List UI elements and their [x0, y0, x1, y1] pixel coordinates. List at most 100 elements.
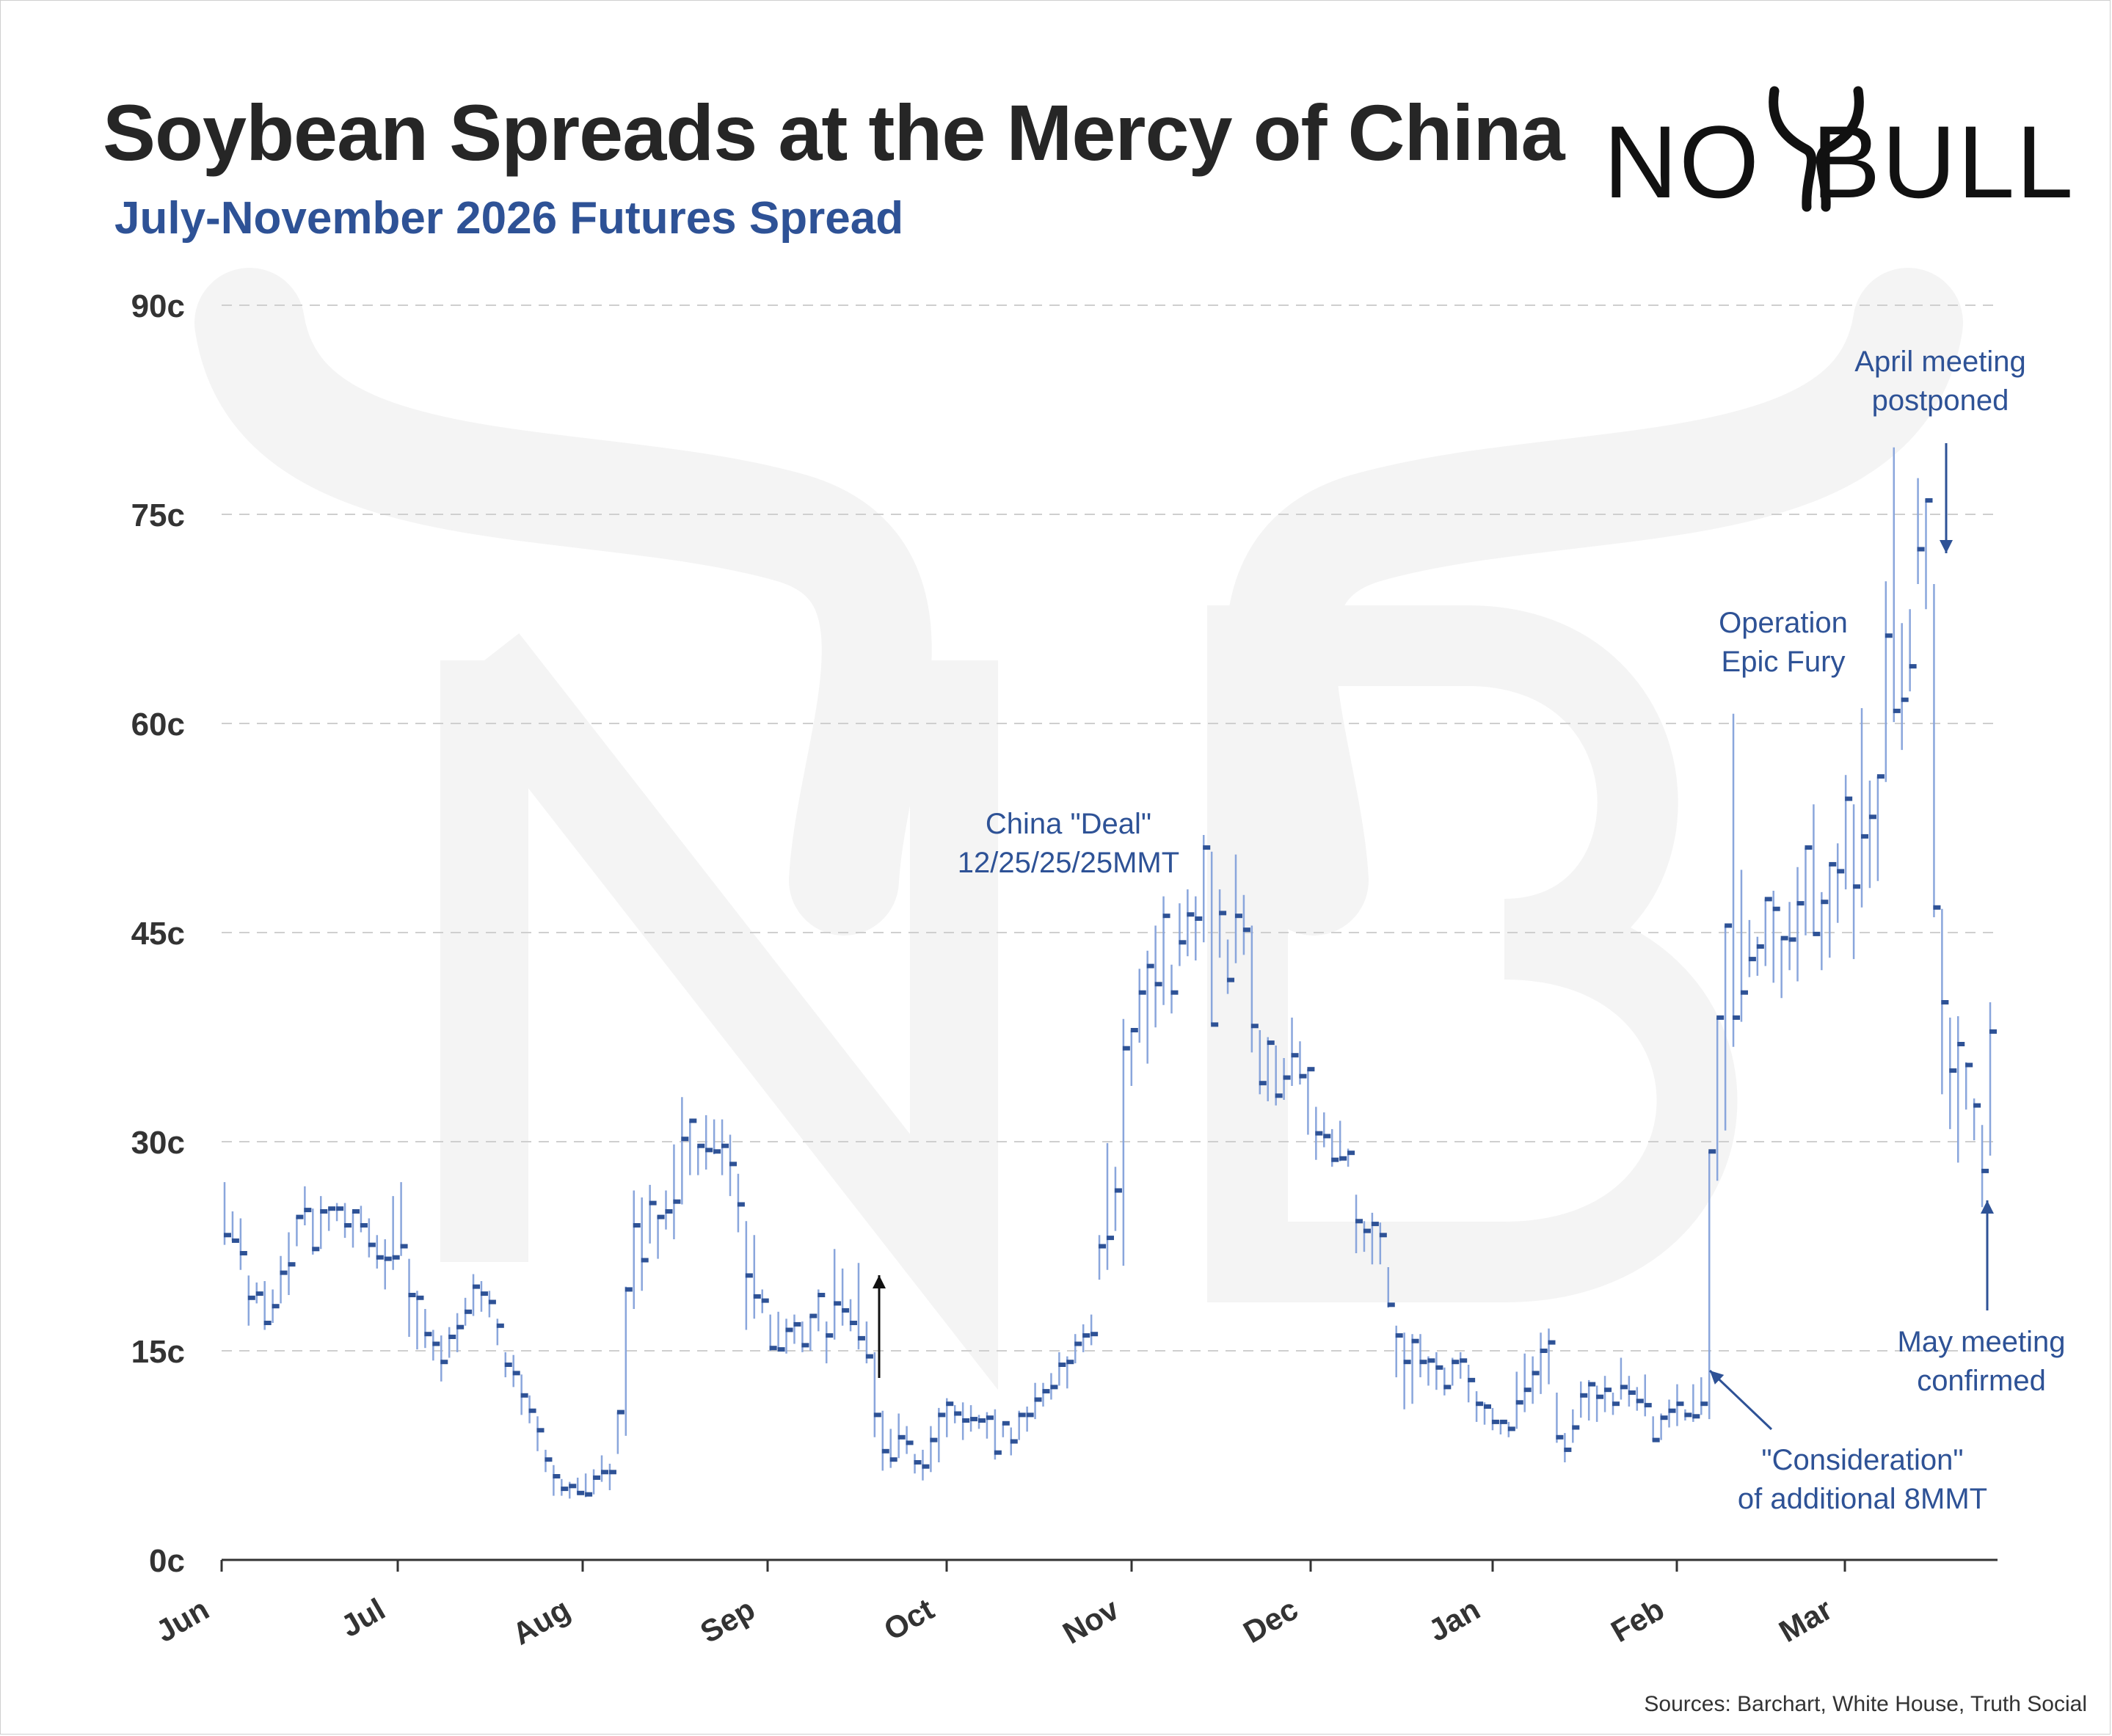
price-bar [1523, 1353, 1532, 1412]
price-bar [488, 1291, 496, 1318]
price-bar [569, 1481, 577, 1499]
price-bar [696, 1143, 705, 1175]
price-bar [689, 1118, 697, 1175]
price-bar [1788, 902, 1796, 971]
annotation-text: China "Deal" [986, 808, 1151, 840]
price-bar [665, 1190, 673, 1230]
y-tick-label: 0c [149, 1543, 185, 1579]
price-bar [1876, 774, 1885, 881]
price-bar [536, 1416, 545, 1451]
price-bar [681, 1097, 689, 1205]
x-tick-label: Feb [1605, 1591, 1669, 1649]
april-meeting-arrow-head [1940, 540, 1953, 553]
price-bar [1403, 1332, 1411, 1409]
price-bar [376, 1235, 384, 1269]
price-bar [440, 1335, 448, 1382]
price-bar [1603, 1376, 1612, 1412]
price-bar [1724, 923, 1733, 1131]
price-bar [1587, 1379, 1596, 1420]
price-bar [448, 1327, 456, 1358]
price-bar [1595, 1385, 1604, 1422]
price-bar [729, 1134, 737, 1197]
price-bar [496, 1319, 504, 1346]
y-axis-ticks: 0c 15c 30c 45c 60c 75c 90c [131, 288, 185, 1579]
price-bar [1452, 1357, 1460, 1386]
price-bar [1226, 939, 1235, 994]
price-bar [1684, 1409, 1692, 1420]
price-bar [312, 1208, 320, 1255]
price-bar [1379, 1222, 1387, 1265]
x-tick-label: Jul [335, 1591, 390, 1644]
price-bar [1459, 1352, 1468, 1379]
price-bar [906, 1426, 914, 1454]
price-bar [1371, 1212, 1379, 1265]
price-bar [384, 1239, 392, 1290]
price-bar [1499, 1419, 1507, 1434]
price-bar [1548, 1328, 1556, 1385]
price-bar [1443, 1367, 1452, 1396]
price-bar [255, 1282, 263, 1304]
watermark-horn-right [1226, 268, 1963, 936]
price-bar [1740, 869, 1748, 1022]
price-bar [1210, 851, 1219, 1027]
consideration-arrow-head [1710, 1371, 1725, 1385]
price-bar [1250, 925, 1259, 1053]
price-bar [753, 1235, 761, 1319]
price-bar [520, 1374, 528, 1415]
price-bar [512, 1354, 520, 1387]
price-bar [1234, 854, 1242, 963]
price-bar [1668, 1399, 1676, 1428]
price-bar [1901, 623, 1909, 751]
price-bar [616, 1409, 625, 1454]
price-bar [1283, 1058, 1291, 1100]
price-bar [801, 1321, 809, 1352]
price-bar [1162, 896, 1170, 1005]
price-bar [1323, 1112, 1331, 1148]
price-bar [1692, 1384, 1700, 1422]
price-bar [1813, 804, 1821, 936]
price-bar [1355, 1195, 1363, 1253]
price-bar [1018, 1410, 1026, 1440]
price-bar [1636, 1387, 1644, 1411]
price-bar [946, 1398, 954, 1437]
black-arrow-head [873, 1275, 886, 1288]
price-bar [1330, 1128, 1339, 1167]
price-bar [1339, 1120, 1347, 1161]
price-bar [1748, 919, 1756, 977]
price-bar [352, 1209, 360, 1248]
price-bar [1299, 1041, 1307, 1085]
price-bar [625, 1286, 633, 1436]
price-bar [1644, 1374, 1652, 1417]
price-bar [416, 1291, 424, 1350]
price-bar [1732, 713, 1741, 1047]
price-bar [456, 1313, 465, 1352]
price-bar [1572, 1409, 1580, 1443]
price-bar [360, 1206, 368, 1233]
price-bar [977, 1415, 986, 1429]
price-bar [1772, 891, 1780, 983]
price-bar [280, 1255, 288, 1304]
annotation-text: May meeting [1898, 1326, 2066, 1358]
price-bar [368, 1218, 376, 1258]
price-bar [930, 1426, 938, 1473]
price-bar [1564, 1433, 1572, 1462]
y-tick-label: 15c [131, 1334, 185, 1370]
price-bar [263, 1281, 272, 1330]
price-bar [1066, 1356, 1074, 1389]
price-bar [1909, 609, 1917, 692]
price-bar [1540, 1332, 1548, 1394]
x-tick-label: Mar [1773, 1591, 1838, 1649]
price-bar [849, 1299, 858, 1332]
price-bar [1805, 845, 1813, 936]
price-bar [1242, 894, 1250, 955]
price-bar [1949, 1017, 1957, 1129]
annotation-text: Operation [1719, 607, 1848, 639]
price-bars [223, 447, 1997, 1499]
price-bar [737, 1173, 745, 1233]
price-bar [1307, 1067, 1315, 1135]
y-tick-label: 75c [131, 497, 185, 533]
price-bar [953, 1405, 962, 1423]
price-bar [938, 1407, 946, 1462]
price-bar [1179, 903, 1187, 966]
price-bar [592, 1469, 601, 1495]
